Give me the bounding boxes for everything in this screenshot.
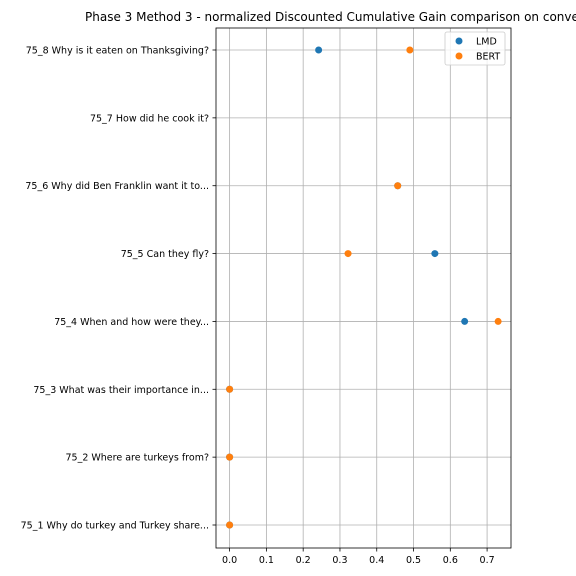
y-tick-label: 75_2 Where are turkeys from? [65, 453, 209, 464]
x-tick-label: 0.0 [222, 555, 237, 566]
data-point-lmd [431, 250, 439, 258]
y-tick-label: 75_5 Can they fly? [121, 249, 209, 260]
data-point-bert [226, 521, 234, 529]
y-tick-label: 75_1 Why do turkey and Turkey share... [21, 521, 209, 532]
y-tick-label: 75_8 Why is it eaten on Thanksgiving? [26, 46, 209, 57]
x-tick-label: 0.3 [332, 555, 347, 566]
y-tick-label: 75_3 What was their importance in... [33, 385, 209, 396]
grid [216, 28, 511, 548]
legend-marker-lmd [455, 37, 463, 45]
legend-label-bert: BERT [476, 52, 500, 63]
plot-area [216, 28, 511, 548]
axis-ticks: 0.0 0.1 0.2 0.3 0.4 0.5 0.6 0.7 75_1 Why do turk… [21, 46, 495, 567]
x-tick-label: 0.5 [406, 555, 421, 566]
data-point-bert [344, 250, 352, 258]
data-points [226, 46, 502, 529]
data-point-bert [226, 385, 234, 393]
legend-label-lmd: LMD [476, 37, 497, 48]
data-point-lmd [315, 46, 323, 54]
data-point-bert [494, 317, 502, 325]
x-tick-label: 0.7 [480, 555, 495, 566]
data-point-bert [226, 453, 234, 461]
x-tick-label: 0.1 [259, 555, 274, 566]
x-tick-label: 0.4 [369, 555, 384, 566]
legend: LMD BERT [444, 31, 506, 66]
legend-marker-bert [455, 52, 463, 60]
data-point-bert [394, 182, 402, 190]
data-point-bert [406, 46, 414, 54]
data-point-lmd [461, 317, 469, 325]
y-tick-label: 75_7 How did he cook it? [90, 113, 209, 124]
x-tick-label: 0.2 [296, 555, 311, 566]
chart-title: Phase 3 Method 3 - normalized Discounted… [85, 10, 576, 24]
x-tick-label: 0.6 [443, 555, 458, 566]
y-tick-label: 75_4 When and how were they... [54, 317, 209, 328]
plot-frame [215, 27, 512, 549]
y-tick-label: 75_6 Why did Ben Franklin want it to... [25, 181, 209, 192]
